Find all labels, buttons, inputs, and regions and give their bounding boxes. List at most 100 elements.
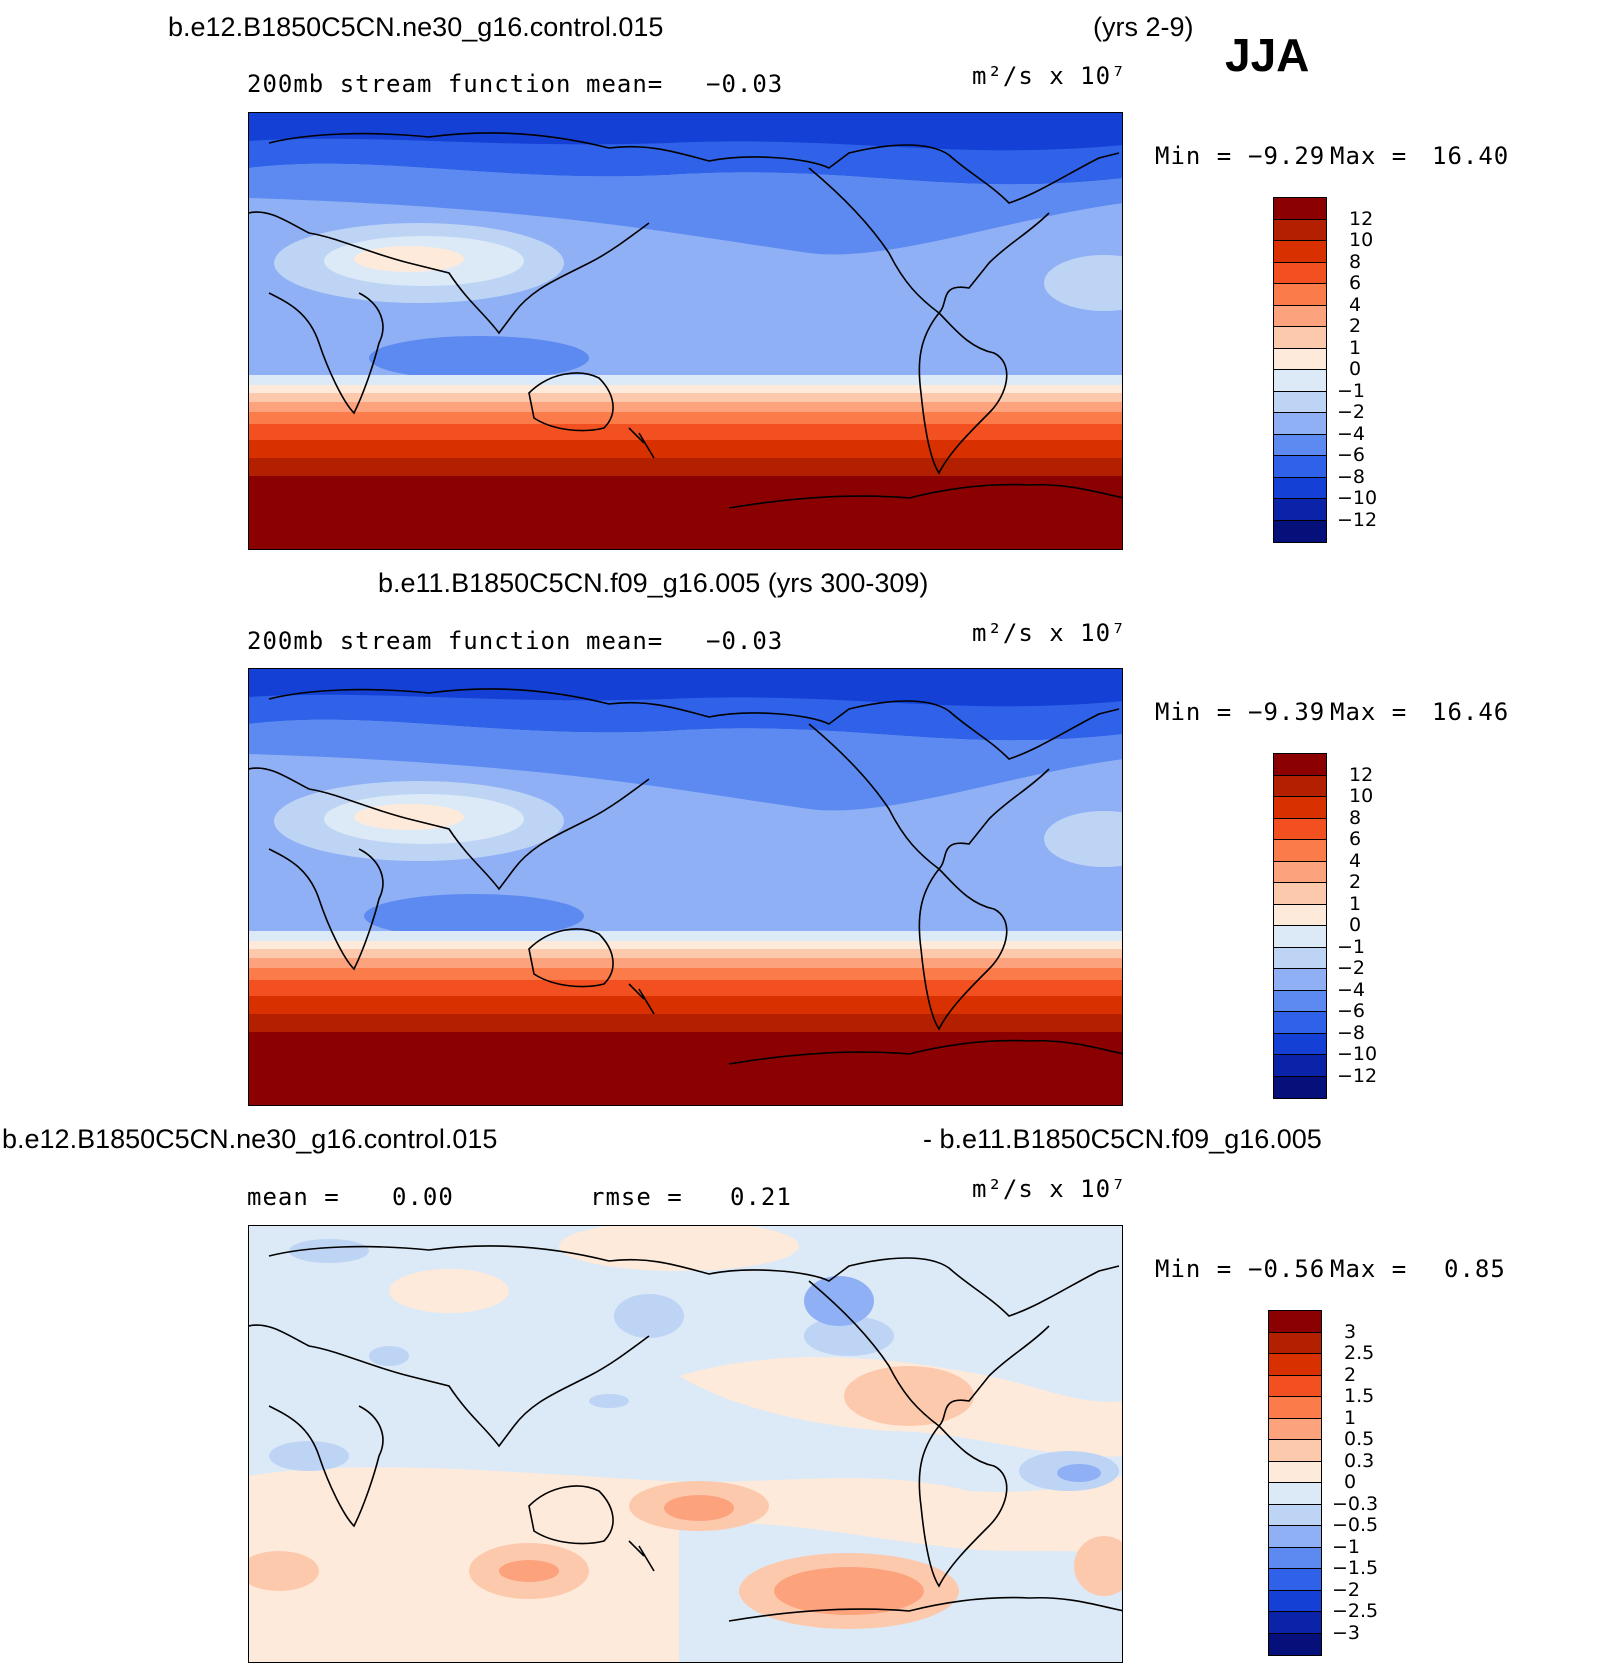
colorbar-segment: [1274, 198, 1326, 220]
panel1-subtitle: 200mb stream function: [247, 70, 572, 98]
colorbar-tick-label: −0.5: [1332, 1514, 1379, 1536]
colorbar-tick-label: −2: [1337, 401, 1366, 423]
coast-newzealand: [628, 427, 655, 459]
coast-africa: [268, 848, 384, 971]
colorbar-tick-label: 3: [1344, 1320, 1357, 1343]
colorbar-segment: [1274, 947, 1326, 969]
coast-south-america: [918, 1425, 1008, 1588]
field-high-atlantic: [1044, 811, 1122, 867]
panel3-max-value: 0.85: [1444, 1255, 1506, 1283]
colorbar-tick-label: −0.3: [1332, 1492, 1379, 1515]
panel3-contour-plot: [249, 1226, 1122, 1662]
field-neg-mideast: [369, 1346, 409, 1366]
colorbar-segment: [1274, 840, 1326, 862]
panel2-max-label: Max =: [1330, 698, 1408, 726]
coast-australia: [528, 928, 614, 988]
panel1-map: [248, 112, 1123, 550]
field-pos-south-atlantic: [249, 1551, 319, 1591]
colorbar-segment: [1274, 370, 1326, 392]
coast-eurasia: [249, 767, 650, 891]
field-band-neg1: [249, 375, 1122, 385]
coast-australia: [528, 1485, 614, 1545]
field-band-2: [249, 402, 1122, 412]
colorbar-segment: [1269, 1633, 1321, 1655]
colorbar-tick-label: 12: [1349, 207, 1374, 230]
field-band-1: [249, 393, 1122, 402]
coast-antarctica: [728, 1039, 1122, 1065]
panel1-title-left: b.e12.B1850C5CN.ne30_g16.control.015: [168, 12, 664, 42]
field-low-indian: [364, 894, 584, 938]
colorbar-segment: [1274, 926, 1326, 948]
colorbar-tick-label: −2.5: [1332, 1600, 1379, 1622]
panel2-max-value: 16.46: [1432, 698, 1510, 726]
coast-arctic: [268, 688, 1120, 760]
field-band-10: [249, 1014, 1122, 1032]
field-pos-south-indian-core: [499, 1560, 559, 1582]
colorbar-segment: [1269, 1612, 1321, 1634]
colorbar-tick-label: 0: [1349, 358, 1362, 380]
colorbar-tick-label: 4: [1349, 849, 1362, 872]
panel1-mean-value: −0.03: [706, 70, 784, 98]
colorbar-segment: [1274, 775, 1326, 797]
field-band-8: [249, 996, 1122, 1014]
colorbar-tick-label: 12: [1349, 763, 1374, 786]
panel1-contour-plot: [249, 113, 1122, 549]
colorbar-segment: [1269, 1483, 1321, 1505]
colorbar-tick-label: 8: [1349, 806, 1362, 829]
colorbar-tick-label: 0.3: [1344, 1449, 1375, 1472]
field-pos-gulf: [844, 1366, 974, 1426]
colorbar-segment: [1274, 262, 1326, 284]
colorbar-segment: [1269, 1440, 1321, 1462]
field-band-12: [249, 476, 1122, 549]
field-pos-east-edge: [1074, 1536, 1122, 1596]
panel3-min-value: −0.56: [1248, 1255, 1326, 1283]
colorbar-segment: [1269, 1397, 1321, 1419]
field-neg-north-atlantic: [289, 1239, 369, 1263]
colorbar-tick-label: −8: [1337, 465, 1366, 488]
panel1-units: m²/s x 10⁷: [972, 62, 1127, 90]
season-label: JJA: [1225, 29, 1310, 81]
colorbar-segment: [1274, 219, 1326, 241]
panel1-title-right: (yrs 2-9): [1093, 12, 1194, 42]
field-neg-atlantic-core: [1057, 1464, 1101, 1482]
field-pos-europe: [389, 1269, 509, 1313]
coast-newzealand: [628, 1540, 655, 1572]
coast-south-america: [918, 868, 1008, 1031]
coast-antarctica: [728, 483, 1122, 509]
colorbar-tick-label: 1.5: [1344, 1385, 1375, 1407]
field-band-neg6: [249, 719, 1122, 811]
field-band-10: [249, 458, 1122, 476]
colorbar-tick-label: −1: [1332, 1535, 1361, 1558]
field-neg-alaska: [804, 1276, 874, 1326]
panel3-map: [248, 1225, 1123, 1663]
field-band-4: [249, 968, 1122, 980]
field-band-12: [249, 1032, 1122, 1105]
colorbar-segment: [1274, 797, 1326, 819]
colorbar-segment: [1274, 520, 1326, 542]
colorbar-segment: [1274, 1055, 1326, 1077]
panel2-map: [248, 668, 1123, 1106]
colorbar-segment: [1274, 1033, 1326, 1055]
panel3-colorbar: [1268, 1310, 1322, 1656]
colorbar-segment: [1274, 969, 1326, 991]
panel2-mean-value: −0.03: [706, 627, 784, 655]
field-band-2: [249, 958, 1122, 968]
panel2-contour-plot: [249, 669, 1122, 1105]
colorbar-segment: [1269, 1418, 1321, 1440]
colorbar-segment: [1269, 1332, 1321, 1354]
coast-africa: [268, 1405, 384, 1528]
field-pos-australia-core: [664, 1495, 734, 1521]
colorbar-tick-label: −10: [1337, 1043, 1378, 1065]
field-high-atlantic: [1044, 255, 1122, 311]
panel2-min-label: Min =: [1155, 698, 1233, 726]
colorbar-tick-label: 0: [1344, 1471, 1357, 1493]
panel1-max-value: 16.40: [1432, 142, 1510, 170]
field-band-6: [249, 424, 1122, 440]
colorbar-segment: [1274, 348, 1326, 370]
colorbar-tick-label: 0: [1349, 914, 1362, 936]
field-neg-siberia: [614, 1294, 684, 1338]
panel1-colorbar: [1273, 197, 1327, 543]
colorbar-segment: [1269, 1526, 1321, 1548]
colorbar-tick-label: 4: [1349, 293, 1362, 316]
colorbar-tick-label: −6: [1337, 1000, 1366, 1022]
